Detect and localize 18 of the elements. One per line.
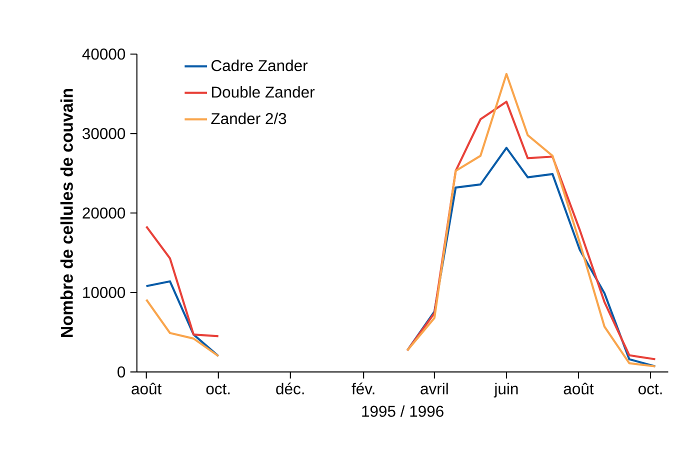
y-tick-label: 20000 <box>82 208 126 219</box>
y-tick-label: 0 <box>118 366 126 378</box>
x-tick-label: août <box>564 382 594 395</box>
x-tick-label: juin <box>494 382 518 398</box>
x-axis-title: 1995 / 1996 <box>362 405 444 418</box>
x-tick-label: fév. <box>352 382 374 395</box>
x-tick-label: avril <box>420 382 448 395</box>
x-tick-label: oct. <box>638 384 662 395</box>
x-tick-label: déc. <box>276 382 304 395</box>
legend-label: Zander 2/3 <box>211 112 286 124</box>
y-tick-label: 30000 <box>82 128 126 140</box>
legend-label: Cadre Zander <box>212 60 308 72</box>
legend-label: Double Zander <box>212 86 315 98</box>
y-tick-label: 40000 <box>82 48 126 60</box>
y-tick-label: 10000 <box>83 287 126 298</box>
x-tick-label: oct. <box>206 384 230 395</box>
x-tick-label: août <box>132 382 162 395</box>
y-axis-title: Nombre de cellules de couvain <box>60 89 73 338</box>
